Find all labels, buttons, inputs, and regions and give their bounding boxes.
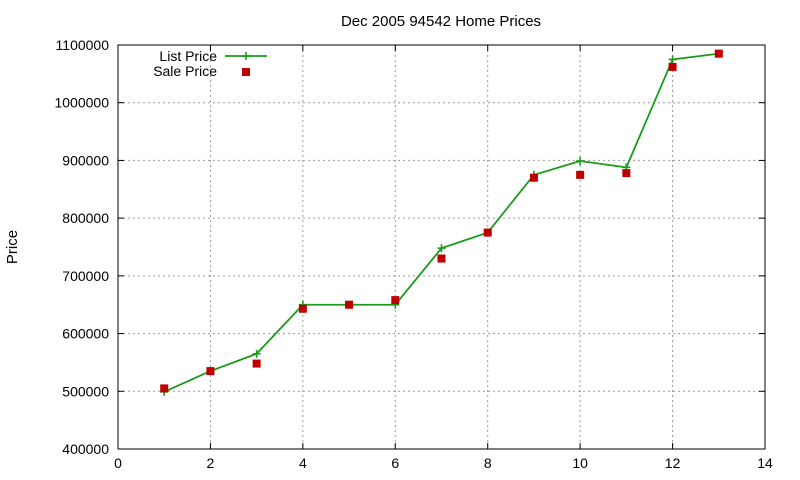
sale-price-point xyxy=(622,169,631,178)
legend-label-list-price: List Price xyxy=(159,48,217,64)
sale-price-point xyxy=(483,228,492,237)
x-tick-label: 6 xyxy=(391,455,399,471)
x-tick-label: 14 xyxy=(757,455,773,471)
list-price-point xyxy=(576,157,585,166)
y-tick-label: 500000 xyxy=(62,383,109,399)
sale-price-point xyxy=(345,300,354,309)
sale-price-point xyxy=(206,367,215,376)
plot-frame xyxy=(117,44,766,450)
y-tick-label: 700000 xyxy=(62,268,109,284)
x-tick-labels: 0 2 4 6 8 10 12 14 xyxy=(114,455,773,471)
list-price-line xyxy=(163,52,719,393)
list-price-point xyxy=(668,55,677,64)
sale-price-point xyxy=(160,384,169,393)
y-tick-label: 900000 xyxy=(62,152,109,168)
x-tick-label: 0 xyxy=(114,455,122,471)
sale-price-point xyxy=(437,254,446,263)
axis-ticks xyxy=(117,44,766,450)
sale-price-point xyxy=(298,304,307,313)
grid-lines xyxy=(118,45,765,449)
legend-swatch-sale-price xyxy=(242,68,250,76)
legend-marker-sale-price xyxy=(242,68,250,76)
y-tick-label: 600000 xyxy=(62,326,109,342)
sale-price-point xyxy=(668,62,677,71)
y-tick-label: 800000 xyxy=(62,210,109,226)
y-axis-label: Price xyxy=(4,230,21,264)
x-tick-label: 2 xyxy=(207,455,215,471)
y-tick-label: 1000000 xyxy=(54,95,109,111)
sale-price-point xyxy=(391,296,400,305)
y-tick-labels: 400000 500000 600000 700000 800000 900000 1000… xyxy=(54,37,109,457)
list-price-point xyxy=(252,349,261,358)
sale-price-point xyxy=(576,170,585,179)
legend-label-sale-price: Sale Price xyxy=(153,63,217,79)
x-tick-label: 4 xyxy=(299,455,307,471)
y-tick-label: 1100000 xyxy=(56,37,110,53)
x-tick-label: 10 xyxy=(572,455,588,471)
sale-price-point xyxy=(252,359,261,368)
x-tick-label: 8 xyxy=(484,455,492,471)
sale-price-point xyxy=(714,49,723,58)
legend-marker-list-price xyxy=(242,52,250,60)
series-layer xyxy=(160,49,723,396)
x-tick-label: 12 xyxy=(665,455,681,471)
list-price-point xyxy=(437,244,446,253)
legend: List Price Sale Price xyxy=(153,48,267,79)
chart-title: Dec 2005 94542 Home Prices xyxy=(341,13,541,30)
legend-swatch-list-price xyxy=(225,52,267,60)
sale-price-point xyxy=(529,173,538,182)
y-tick-label: 400000 xyxy=(62,441,109,457)
